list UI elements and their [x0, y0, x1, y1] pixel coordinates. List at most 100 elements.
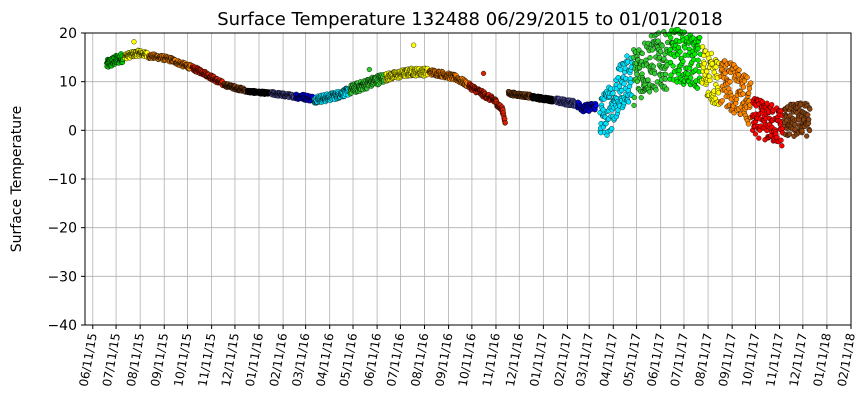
data-point: [677, 49, 683, 55]
y-axis-label: Surface Temperature: [9, 106, 25, 252]
data-point: [634, 71, 640, 77]
outlier-point: [480, 70, 487, 76]
data-point: [752, 131, 759, 137]
outlier-points: [131, 39, 487, 76]
data-point: [744, 74, 750, 80]
x-tick-label: 08/11/17: [692, 332, 715, 388]
data-point: [707, 77, 713, 84]
data-point: [792, 122, 798, 128]
data-point: [664, 86, 670, 92]
data-point: [650, 63, 657, 70]
x-tick-label: 11/11/15: [195, 332, 218, 388]
data-point: [625, 99, 632, 105]
x-tick-label: 12/11/15: [219, 332, 242, 388]
data-point: [694, 85, 701, 91]
series-19: [666, 27, 703, 91]
x-tick-label: 03/11/17: [573, 332, 596, 388]
data-point: [756, 135, 762, 141]
data-point: [647, 55, 653, 61]
data-point: [806, 116, 812, 123]
data-point: [688, 75, 694, 81]
x-tick-label: 02/11/17: [551, 332, 574, 388]
y-axis: −40 −30 −20 −10 0 10 20: [47, 26, 85, 334]
data-point: [631, 102, 637, 109]
data-point: [764, 100, 770, 106]
data-point: [713, 64, 719, 70]
x-tick-label: 06/11/16: [361, 332, 384, 388]
data-point: [778, 137, 784, 143]
x-tick-label: 08/11/16: [408, 332, 431, 388]
series-6: [268, 88, 297, 101]
data-point: [638, 95, 644, 101]
x-axis: 06/11/15 07/11/15 08/11/15 09/11/15 10/11/15…: [77, 325, 858, 388]
x-tick-label: 03/11/16: [289, 332, 312, 388]
data-point: [804, 133, 810, 139]
data-point: [631, 94, 637, 101]
data-point: [769, 102, 775, 108]
series-7: [292, 91, 316, 104]
x-tick-label: 09/11/15: [148, 332, 171, 388]
x-tick-label: 01/11/17: [527, 332, 550, 388]
data-point: [616, 83, 623, 89]
x-tick-label: 07/11/15: [100, 332, 123, 388]
y-tick-label: 10: [59, 75, 77, 91]
data-point: [593, 103, 599, 109]
x-tick-label: 04/11/17: [597, 332, 620, 388]
x-tick-label: 09/11/17: [716, 332, 739, 388]
chart-title: Surface Temperature 132488 06/29/2015 to…: [217, 9, 722, 30]
series-12: [466, 80, 508, 126]
data-point: [645, 77, 651, 83]
data-point: [701, 61, 708, 67]
data-point: [746, 90, 752, 96]
data-point: [700, 44, 706, 50]
data-point: [610, 90, 616, 96]
data-point: [646, 89, 653, 95]
data-point: [668, 35, 674, 41]
series-8: [311, 85, 351, 106]
series-14: [529, 92, 557, 105]
data-point: [807, 106, 813, 112]
x-tick-label: 10/11/15: [171, 332, 194, 388]
y-tick-label: −20: [47, 221, 77, 237]
data-point: [695, 57, 701, 63]
series-5: [244, 87, 273, 97]
data-point: [709, 61, 715, 67]
data-point: [621, 81, 627, 87]
x-tick-label: 06/11/15: [77, 332, 100, 388]
data-point: [636, 47, 642, 53]
data-point: [682, 45, 688, 51]
x-tick-label: 04/11/16: [314, 332, 337, 388]
data-point: [799, 128, 805, 134]
series-11: [426, 67, 470, 89]
data-point: [806, 127, 813, 134]
series-20: [699, 44, 722, 108]
data-point: [740, 84, 747, 90]
data-point: [680, 58, 686, 65]
data-point: [715, 90, 722, 96]
data-point: [746, 86, 753, 92]
data-point: [659, 43, 665, 49]
x-tick-label: 07/11/17: [668, 332, 691, 388]
data-point: [609, 125, 615, 132]
x-tick-label: 10/11/17: [739, 332, 762, 388]
series-1: [122, 47, 150, 62]
outlier-point: [411, 42, 417, 48]
y-tick-label: −10: [47, 172, 77, 188]
x-tick-label: 01/11/16: [243, 332, 266, 388]
outlier-point: [366, 66, 372, 73]
data-point: [681, 29, 688, 35]
data-point: [741, 78, 748, 84]
x-tick-label: 09/11/16: [432, 332, 455, 388]
series-15: [553, 95, 579, 109]
x-tick-label: 02/11/16: [267, 332, 290, 388]
y-tick-label: −30: [47, 269, 77, 285]
series-16: [574, 99, 599, 115]
data-points: [104, 27, 813, 149]
series-3: [189, 63, 226, 89]
data-point: [634, 78, 640, 85]
data-point: [502, 120, 508, 126]
x-tick-label: 02/11/18: [835, 332, 858, 388]
data-point: [675, 44, 682, 51]
y-tick-label: 0: [68, 123, 77, 139]
